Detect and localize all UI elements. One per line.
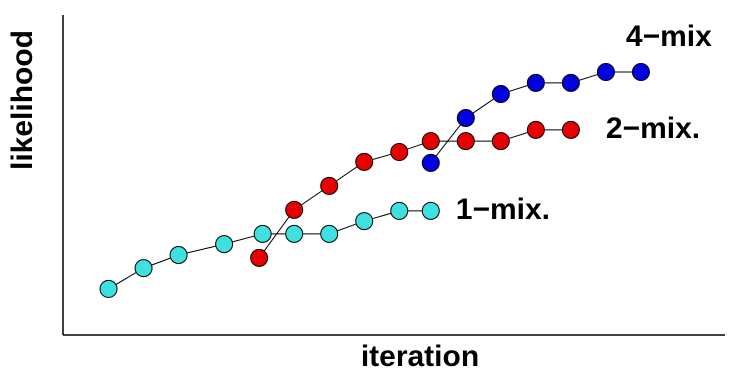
data-point [169, 246, 188, 264]
data-point [285, 224, 304, 243]
data-point [491, 85, 510, 104]
data-point [456, 132, 475, 151]
data-point [526, 120, 545, 139]
data-point [456, 109, 475, 128]
data-point [390, 201, 409, 220]
data-point [355, 212, 374, 231]
data-point [355, 152, 374, 171]
data-point [421, 132, 440, 151]
data-point [561, 73, 580, 92]
data-point [320, 176, 339, 195]
x-axis-label: iteration [361, 340, 479, 373]
data-point [596, 62, 615, 81]
y-axis-label: likelihood [6, 30, 39, 170]
data-point [250, 248, 269, 267]
data-point [285, 200, 304, 219]
series-label: 1−mix. [456, 193, 550, 226]
series-label: 2−mix. [606, 112, 700, 145]
data-point [421, 201, 440, 220]
data-point [491, 132, 510, 151]
data-point [526, 73, 545, 92]
data-point [561, 120, 580, 139]
data-point [320, 224, 339, 243]
series-line [108, 210, 431, 290]
data-point [99, 279, 118, 298]
data-point [253, 224, 272, 243]
series-label: 4−mix [626, 20, 712, 53]
data-point [215, 235, 234, 254]
data-point [631, 62, 650, 81]
data-point [390, 142, 409, 161]
data-point [134, 259, 153, 278]
series-line [258, 129, 571, 259]
data-point [421, 153, 440, 172]
